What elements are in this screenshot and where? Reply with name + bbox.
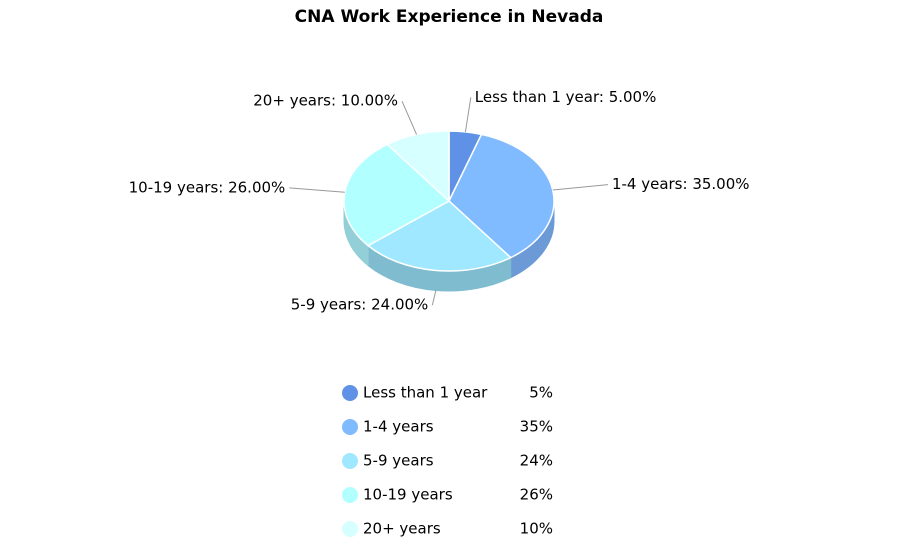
leader-line bbox=[289, 187, 345, 193]
legend-marker bbox=[342, 385, 358, 401]
legend-marker bbox=[342, 453, 358, 469]
slice bbox=[366, 200, 513, 272]
slice-label: 10-19 years: 26.00% bbox=[129, 178, 286, 196]
legend-value: 5% bbox=[529, 384, 553, 402]
legend-value: 35% bbox=[520, 418, 553, 436]
leader-line bbox=[401, 100, 418, 135]
slice bbox=[448, 133, 555, 259]
legend-label: 5-9 years bbox=[363, 452, 434, 470]
legend-label: 1-4 years bbox=[363, 418, 434, 436]
slice-label: 1-4 years: 35.00% bbox=[612, 175, 750, 193]
leader-line bbox=[552, 184, 609, 191]
legend-marker bbox=[342, 487, 358, 503]
legend-value: 26% bbox=[520, 486, 553, 504]
slice bbox=[385, 130, 450, 203]
legend-label: Less than 1 year bbox=[363, 384, 488, 402]
legend-label: 10-19 years bbox=[363, 486, 453, 504]
slice-label: 20+ years: 10.00% bbox=[253, 92, 398, 110]
leader-line bbox=[431, 290, 437, 306]
chart-title: CNA Work Experience in Nevada bbox=[295, 7, 604, 27]
legend-value: 10% bbox=[520, 520, 553, 538]
legend-label: 20+ years bbox=[363, 520, 441, 538]
legend-marker bbox=[342, 419, 358, 435]
slice-label: Less than 1 year: 5.00% bbox=[475, 88, 657, 106]
legend-marker bbox=[342, 521, 358, 537]
legend-value: 24% bbox=[520, 452, 553, 470]
slice-label: 5-9 years: 24.00% bbox=[291, 296, 429, 314]
slice bbox=[343, 143, 451, 247]
leader-line bbox=[464, 97, 472, 132]
